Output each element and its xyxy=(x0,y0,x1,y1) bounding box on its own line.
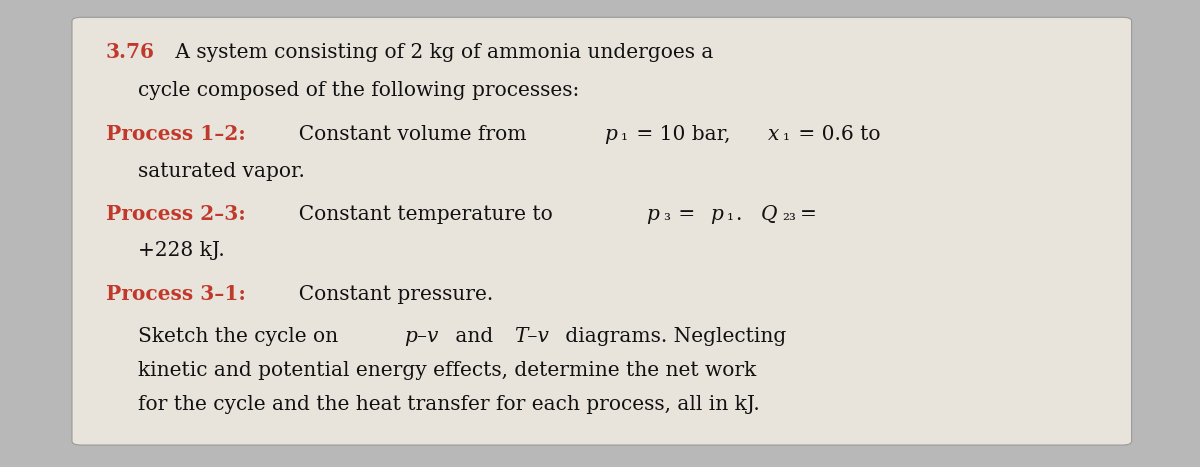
Text: Q: Q xyxy=(761,205,778,225)
Text: saturated vapor.: saturated vapor. xyxy=(138,162,305,181)
Text: for the cycle and the heat transfer for each process, all in kJ.: for the cycle and the heat transfer for … xyxy=(138,395,760,414)
Text: cycle composed of the following processes:: cycle composed of the following processe… xyxy=(138,81,580,100)
Text: ₁: ₁ xyxy=(782,127,790,144)
Text: and: and xyxy=(449,327,499,346)
Text: Constant volume from: Constant volume from xyxy=(286,125,533,144)
Text: Constant pressure.: Constant pressure. xyxy=(286,285,493,304)
Text: p–v: p–v xyxy=(404,327,439,346)
Text: Process 3–1:: Process 3–1: xyxy=(106,284,246,304)
Text: 3.76: 3.76 xyxy=(106,42,155,63)
Text: p: p xyxy=(710,205,724,225)
Text: A system consisting of 2 kg of ammonia undergoes a: A system consisting of 2 kg of ammonia u… xyxy=(169,43,713,63)
Text: +228 kJ.: +228 kJ. xyxy=(138,241,224,260)
Text: ₂₃: ₂₃ xyxy=(782,207,796,225)
Text: .: . xyxy=(736,205,755,225)
Text: = 0.6 to: = 0.6 to xyxy=(792,125,881,144)
Text: diagrams. Neglecting: diagrams. Neglecting xyxy=(559,327,786,346)
Text: T–v: T–v xyxy=(514,327,550,346)
Text: p: p xyxy=(605,125,617,144)
Text: = 10 bar,: = 10 bar, xyxy=(630,125,737,144)
FancyBboxPatch shape xyxy=(72,17,1132,445)
Text: =: = xyxy=(672,205,702,225)
Text: =: = xyxy=(800,205,817,225)
Text: ₁: ₁ xyxy=(727,207,734,225)
Text: Sketch the cycle on: Sketch the cycle on xyxy=(138,327,344,346)
Text: x: x xyxy=(768,125,779,144)
Text: Process 2–3:: Process 2–3: xyxy=(106,205,245,225)
Text: ₃: ₃ xyxy=(664,207,670,225)
Text: Process 1–2:: Process 1–2: xyxy=(106,124,245,144)
Text: p: p xyxy=(647,205,660,225)
Text: kinetic and potential energy effects, determine the net work: kinetic and potential energy effects, de… xyxy=(138,361,756,380)
Text: Constant temperature to: Constant temperature to xyxy=(286,205,565,225)
Text: ₁: ₁ xyxy=(622,127,628,144)
